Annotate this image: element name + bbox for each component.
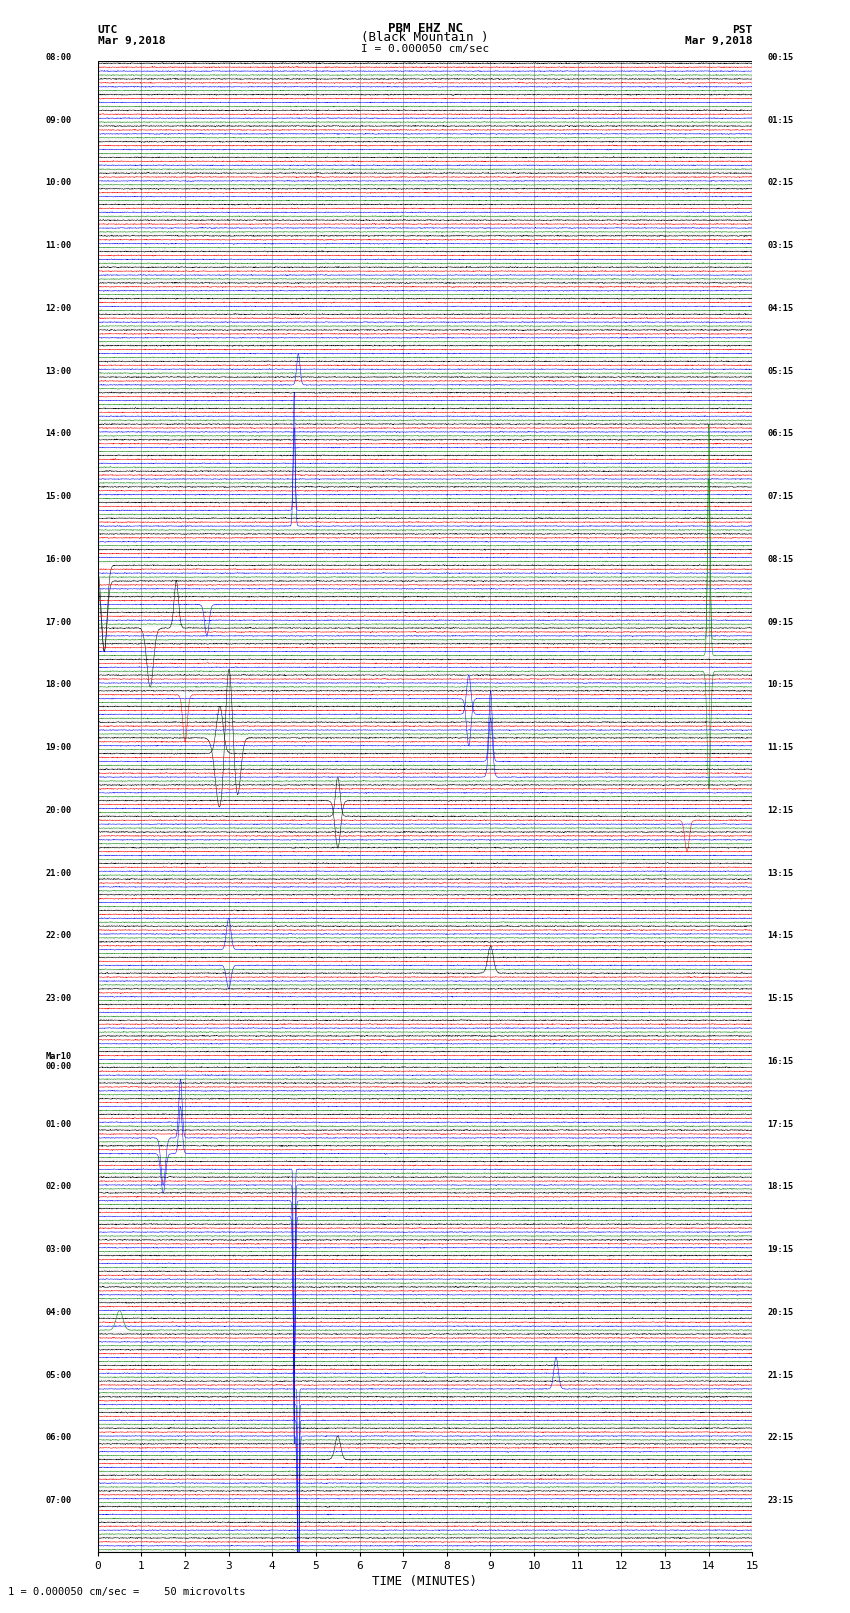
Text: 22:15: 22:15 — [768, 1434, 794, 1442]
Text: 08:00: 08:00 — [45, 53, 71, 61]
X-axis label: TIME (MINUTES): TIME (MINUTES) — [372, 1574, 478, 1587]
Text: 15:00: 15:00 — [45, 492, 71, 502]
Text: 06:00: 06:00 — [45, 1434, 71, 1442]
Text: 09:00: 09:00 — [45, 116, 71, 124]
Text: Mar 9,2018: Mar 9,2018 — [98, 35, 165, 45]
Text: 21:15: 21:15 — [768, 1371, 794, 1379]
Text: 05:15: 05:15 — [768, 366, 794, 376]
Text: 20:15: 20:15 — [768, 1308, 794, 1316]
Text: 20:00: 20:00 — [45, 806, 71, 815]
Text: 23:00: 23:00 — [45, 994, 71, 1003]
Text: 18:00: 18:00 — [45, 681, 71, 689]
Text: 11:00: 11:00 — [45, 240, 71, 250]
Text: 13:15: 13:15 — [768, 869, 794, 877]
Text: 23:15: 23:15 — [768, 1497, 794, 1505]
Text: Mar10
00:00: Mar10 00:00 — [45, 1052, 71, 1071]
Text: 14:00: 14:00 — [45, 429, 71, 439]
Text: 02:15: 02:15 — [768, 179, 794, 187]
Text: 11:15: 11:15 — [768, 744, 794, 752]
Text: 16:15: 16:15 — [768, 1057, 794, 1066]
Text: 09:15: 09:15 — [768, 618, 794, 627]
Text: 04:15: 04:15 — [768, 303, 794, 313]
Text: 16:00: 16:00 — [45, 555, 71, 565]
Text: 17:00: 17:00 — [45, 618, 71, 627]
Text: 12:15: 12:15 — [768, 806, 794, 815]
Text: 13:00: 13:00 — [45, 366, 71, 376]
Text: 01:15: 01:15 — [768, 116, 794, 124]
Text: 21:00: 21:00 — [45, 869, 71, 877]
Text: 18:15: 18:15 — [768, 1182, 794, 1192]
Text: 17:15: 17:15 — [768, 1119, 794, 1129]
Text: 22:00: 22:00 — [45, 931, 71, 940]
Text: 00:15: 00:15 — [768, 53, 794, 61]
Text: 10:00: 10:00 — [45, 179, 71, 187]
Text: 04:00: 04:00 — [45, 1308, 71, 1316]
Text: 05:00: 05:00 — [45, 1371, 71, 1379]
Text: 19:15: 19:15 — [768, 1245, 794, 1255]
Text: 1 = 0.000050 cm/sec =    50 microvolts: 1 = 0.000050 cm/sec = 50 microvolts — [8, 1587, 246, 1597]
Text: 03:15: 03:15 — [768, 240, 794, 250]
Text: 01:00: 01:00 — [45, 1119, 71, 1129]
Text: UTC: UTC — [98, 24, 118, 35]
Text: Mar 9,2018: Mar 9,2018 — [685, 35, 752, 45]
Text: PST: PST — [732, 24, 752, 35]
Text: 08:15: 08:15 — [768, 555, 794, 565]
Text: (Black Mountain ): (Black Mountain ) — [361, 31, 489, 44]
Text: 07:00: 07:00 — [45, 1497, 71, 1505]
Text: 10:15: 10:15 — [768, 681, 794, 689]
Text: 12:00: 12:00 — [45, 303, 71, 313]
Text: PBM EHZ NC: PBM EHZ NC — [388, 21, 462, 35]
Text: 07:15: 07:15 — [768, 492, 794, 502]
Text: 15:15: 15:15 — [768, 994, 794, 1003]
Text: 19:00: 19:00 — [45, 744, 71, 752]
Text: 03:00: 03:00 — [45, 1245, 71, 1255]
Text: 02:00: 02:00 — [45, 1182, 71, 1192]
Text: 06:15: 06:15 — [768, 429, 794, 439]
Text: I = 0.000050 cm/sec: I = 0.000050 cm/sec — [361, 44, 489, 53]
Text: 14:15: 14:15 — [768, 931, 794, 940]
